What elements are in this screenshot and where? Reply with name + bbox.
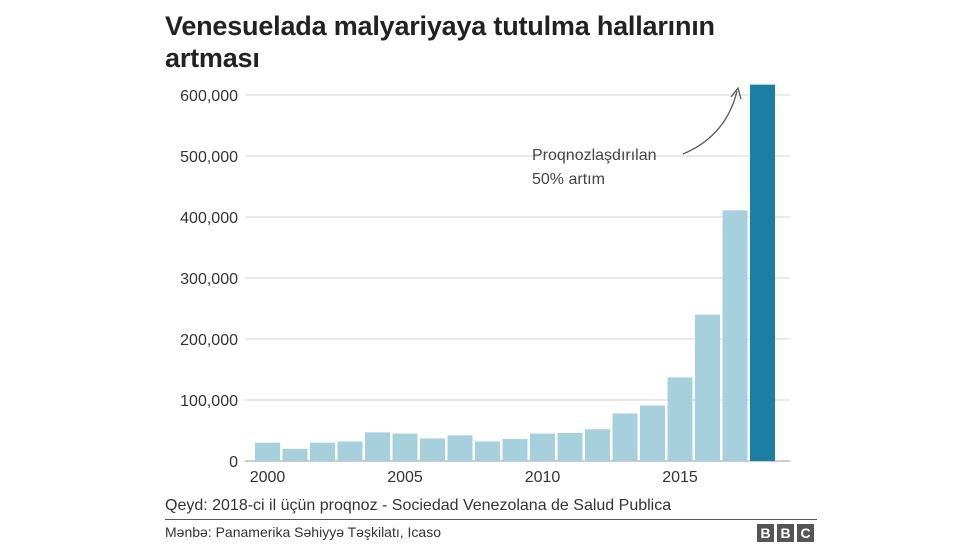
bar — [640, 405, 665, 461]
x-tick-label: 2000 — [250, 469, 286, 486]
bar — [585, 429, 610, 461]
annotation-arrow — [682, 90, 738, 155]
bar — [447, 435, 473, 461]
bar — [282, 448, 308, 461]
bar — [420, 438, 445, 461]
source-text: Mənbə: Panamerika Səhiyyə Təşkilatı, Ica… — [165, 524, 441, 540]
divider — [165, 519, 817, 520]
y-tick-label: 300,000 — [180, 271, 238, 288]
bar — [502, 439, 528, 461]
bbc-logo-letter-c: C — [797, 524, 814, 542]
bar — [612, 413, 638, 461]
bar — [365, 432, 390, 461]
chart-title: Venesuelada malyariyaya tutulma halların… — [165, 11, 715, 73]
y-tick-label: 400,000 — [180, 210, 238, 227]
bar — [722, 210, 748, 461]
bbc-logo-letter-b1: B — [757, 524, 774, 542]
y-tick-label: 0 — [229, 454, 238, 471]
y-tick-label: 200,000 — [180, 332, 238, 349]
annotation-arrowhead — [730, 86, 742, 100]
chart-note: Qeyd: 2018-ci il üçün proqnoz - Sociedad… — [165, 497, 672, 514]
bar — [475, 441, 500, 461]
y-tick-label: 100,000 — [180, 393, 238, 410]
bbc-logo-letter-b2: B — [777, 524, 794, 542]
forecast-bar — [750, 84, 775, 461]
bar — [695, 314, 720, 461]
x-tick-label: 2005 — [387, 469, 423, 486]
annotation-text: 50% artım — [532, 171, 605, 188]
bar — [557, 432, 583, 461]
y-tick-label: 500,000 — [180, 149, 238, 166]
bar — [392, 433, 418, 461]
bar — [530, 433, 555, 461]
x-tick-label: 2015 — [662, 469, 698, 486]
y-tick-label: 600,000 — [180, 88, 238, 105]
annotation-text: Proqnozlaşdırılan — [532, 147, 657, 164]
bar — [337, 441, 363, 461]
bar — [667, 377, 693, 461]
bbc-logo: B B C — [757, 524, 814, 542]
bar — [310, 442, 335, 461]
bar — [255, 442, 280, 461]
x-tick-label: 2010 — [525, 469, 561, 486]
